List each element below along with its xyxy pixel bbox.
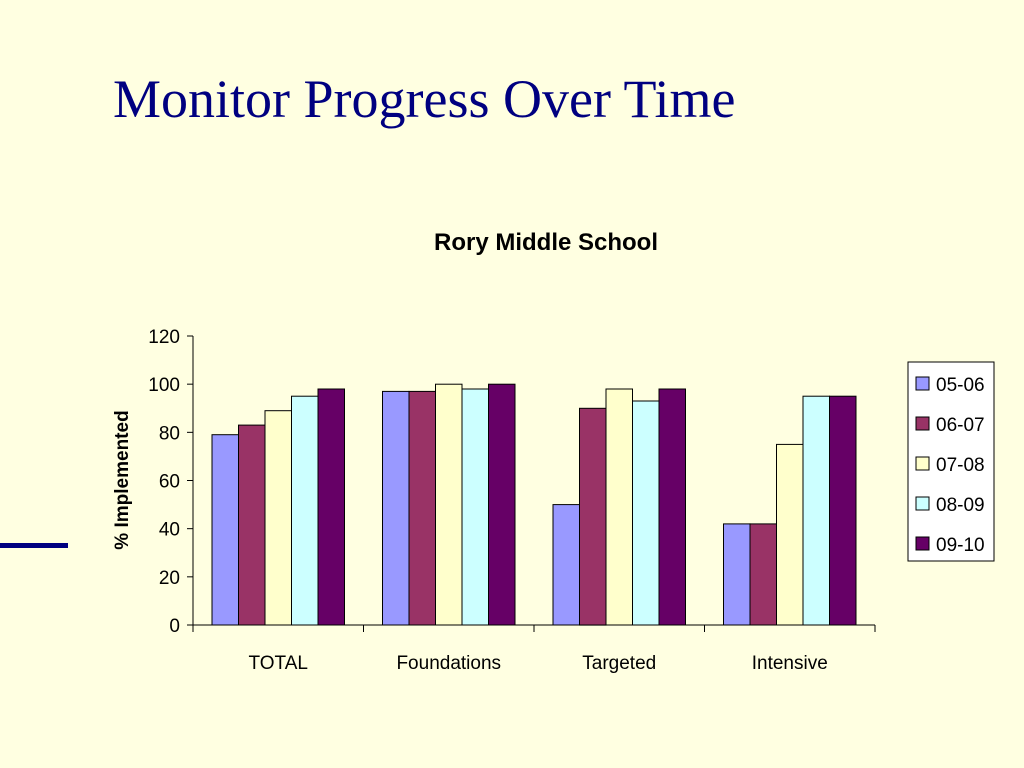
bar-08-09-intensive — [802, 395, 830, 626]
legend-swatch-09-10 — [915, 536, 930, 551]
bar-06-07-total — [238, 424, 266, 626]
y-tick-label: 60 — [159, 472, 180, 493]
legend-swatch-06-07 — [915, 416, 930, 431]
bar-07-08-intensive — [776, 443, 804, 626]
bar-07-08-targeted — [605, 388, 633, 626]
bar-05-06-targeted — [552, 504, 580, 626]
y-tick-label: 80 — [159, 423, 180, 444]
bar-08-09-total — [291, 395, 319, 626]
y-tick-label: 40 — [159, 520, 180, 541]
bar-05-06-foundations — [382, 390, 410, 626]
bar-06-07-targeted — [579, 407, 607, 626]
bar-09-10-foundations — [488, 383, 516, 626]
legend-swatch-08-09 — [915, 496, 930, 511]
x-tick-label: Targeted — [582, 653, 656, 674]
bar-08-09-foundations — [461, 388, 489, 626]
x-tick-label: Foundations — [396, 653, 501, 674]
legend-label-08-09: 08-09 — [936, 495, 985, 516]
bar-09-10-targeted — [658, 388, 686, 626]
bar-09-10-intensive — [829, 395, 857, 626]
bar-09-10-total — [317, 388, 345, 626]
bar-08-09-targeted — [632, 400, 660, 626]
x-tick-label: TOTAL — [249, 653, 308, 674]
accent-line — [0, 543, 68, 548]
legend-swatch-05-06 — [915, 376, 930, 391]
y-tick-label: 120 — [148, 327, 180, 348]
y-tick-label: 20 — [159, 568, 180, 589]
chart-title: Rory Middle School — [434, 229, 658, 256]
bar-05-06-intensive — [723, 523, 751, 626]
bar-07-08-total — [264, 410, 292, 626]
bar-06-07-intensive — [749, 523, 777, 626]
slide-title: Monitor Progress Over Time — [113, 69, 736, 129]
bar-07-08-foundations — [435, 383, 463, 626]
bar-05-06-total — [211, 434, 239, 626]
y-axis-label: % Implemented — [112, 410, 133, 549]
legend-swatch-07-08 — [915, 456, 930, 471]
legend-label-07-08: 07-08 — [936, 455, 985, 476]
y-tick-label: 0 — [169, 616, 180, 637]
y-tick-label: 100 — [148, 375, 180, 396]
legend-label-05-06: 05-06 — [936, 375, 985, 396]
bar-06-07-foundations — [408, 390, 436, 626]
legend-label-09-10: 09-10 — [936, 535, 985, 556]
legend-label-06-07: 06-07 — [936, 415, 985, 436]
x-tick-label: Intensive — [752, 653, 828, 674]
